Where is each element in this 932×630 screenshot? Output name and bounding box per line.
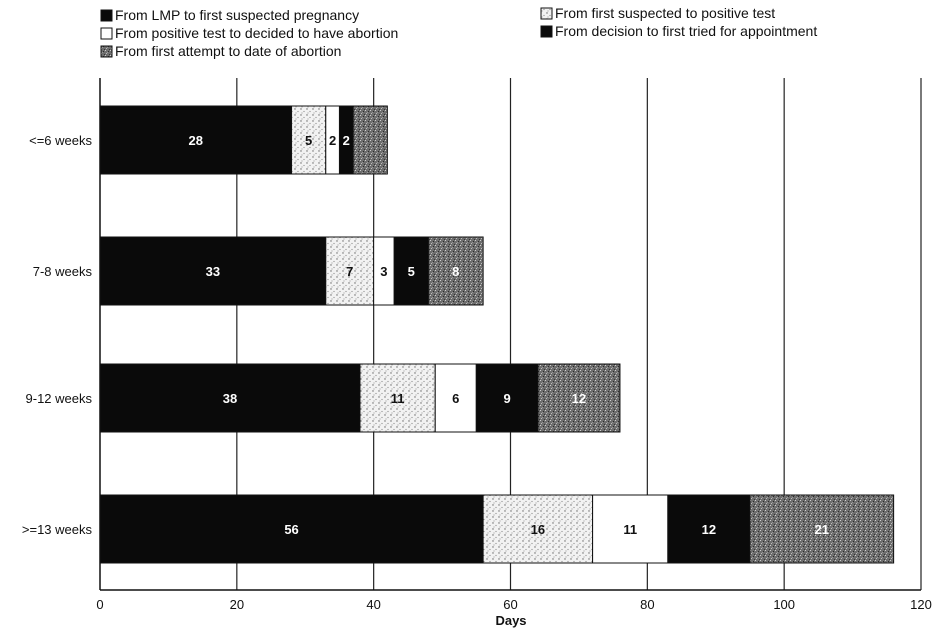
bar-segment — [99, 494, 484, 564]
bars: 28 5 2 2 <=6 weeks 33 7 3 5 8 7-8 weeks 38 11 6 9 12 9-1… — [22, 105, 895, 564]
legend-label: From first attempt to date of abortion — [115, 43, 341, 59]
data-label: 12 — [702, 522, 716, 537]
data-label: 16 — [531, 522, 545, 537]
legend-swatch — [100, 45, 113, 58]
category-label: <=6 weeks — [29, 133, 92, 148]
bar-segment — [99, 236, 327, 306]
axes: 0 20 40 60 80 100 120 Days — [96, 78, 932, 628]
data-label: 38 — [223, 391, 237, 406]
bar-segment — [325, 236, 375, 306]
bar-segment — [475, 363, 539, 433]
x-tick-label: 60 — [503, 597, 517, 612]
data-label: 11 — [391, 391, 405, 406]
bar-segment — [427, 236, 484, 306]
legend-label: From decision to first tried for appoint… — [555, 23, 817, 39]
x-tick-label: 0 — [96, 597, 103, 612]
bar-segment — [99, 105, 293, 175]
data-label: 28 — [189, 133, 203, 148]
bar-segment — [393, 236, 429, 306]
category-label: 9-12 weeks — [26, 391, 93, 406]
legend-label: From positive test to decided to have ab… — [115, 25, 398, 41]
x-tick-label: 20 — [230, 597, 244, 612]
data-label: 7 — [346, 264, 353, 279]
x-tick-label: 40 — [366, 597, 380, 612]
data-label: 6 — [452, 391, 459, 406]
bar-segment — [99, 363, 361, 433]
data-label: 5 — [408, 264, 415, 279]
bar-segment — [434, 363, 477, 433]
data-label: 5 — [305, 133, 312, 148]
bar-segment — [352, 105, 388, 175]
bar-segment — [359, 363, 436, 433]
x-tick-label: 100 — [773, 597, 795, 612]
data-label: 56 — [284, 522, 298, 537]
data-label: 8 — [452, 264, 459, 279]
bar-segment — [749, 494, 895, 564]
data-label: 9 — [503, 391, 510, 406]
data-label: 21 — [815, 522, 829, 537]
legend-swatch — [540, 7, 553, 20]
data-label: 33 — [206, 264, 220, 279]
x-axis-title: Days — [495, 613, 526, 628]
data-label: 2 — [343, 133, 350, 148]
legend: From LMP to first suspected pregnancy Fro… — [100, 5, 817, 59]
x-tick-label: 120 — [910, 597, 932, 612]
data-label: 12 — [572, 391, 586, 406]
data-label: 3 — [380, 264, 387, 279]
bar-segment — [537, 363, 621, 433]
legend-swatch — [100, 9, 113, 22]
legend-swatch — [100, 27, 113, 40]
bar-segment — [592, 494, 669, 564]
data-label: 2 — [329, 133, 336, 148]
legend-swatch — [540, 25, 553, 38]
category-label: >=13 weeks — [22, 522, 93, 537]
data-label: 11 — [623, 522, 637, 537]
x-tick-label: 80 — [640, 597, 654, 612]
legend-label: From LMP to first suspected pregnancy — [115, 7, 359, 23]
category-label: 7-8 weeks — [33, 264, 93, 279]
bar-segment — [667, 494, 751, 564]
bar-segment — [482, 494, 594, 564]
legend-label: From first suspected to positive test — [555, 5, 775, 21]
